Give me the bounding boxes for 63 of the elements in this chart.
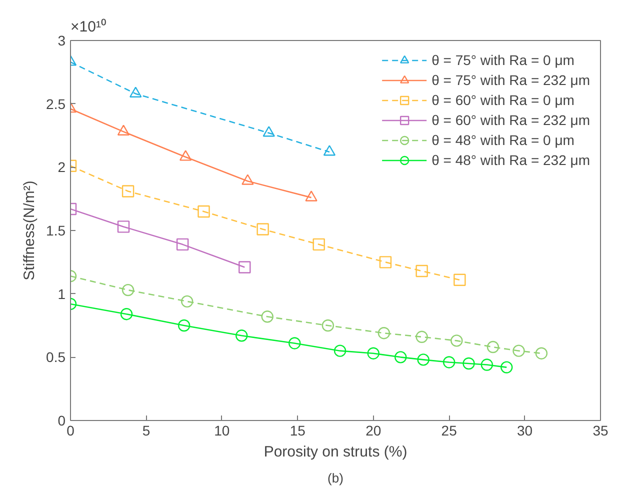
- y-tick-label: 0.5: [46, 349, 66, 366]
- point: [462, 357, 475, 370]
- x-tick-label: 10: [214, 422, 230, 438]
- y-axis-title: Stiffness(N/m²): [21, 180, 38, 280]
- point: [442, 356, 456, 368]
- point: [130, 86, 142, 98]
- point: [179, 150, 192, 161]
- y-tick-label: 2.5: [46, 96, 66, 112]
- point: [181, 295, 194, 308]
- point: [512, 344, 525, 357]
- point: [394, 351, 407, 364]
- legend-label: θ = 60° with Ra = 0 μm: [432, 91, 574, 109]
- y-tick-label: 1: [58, 286, 66, 302]
- x-tick-label: 25: [441, 422, 458, 438]
- point: [378, 327, 390, 340]
- text: ×10¹⁰: [70, 18, 106, 36]
- point: [120, 308, 133, 320]
- point: [367, 347, 380, 360]
- point: [323, 145, 336, 156]
- point: [450, 334, 463, 347]
- point: [178, 319, 190, 332]
- point: [236, 330, 248, 342]
- point: [416, 264, 428, 278]
- legend-label: θ = 60° with Ra = 232 μm: [432, 111, 590, 129]
- point: [242, 174, 254, 185]
- point: [379, 256, 392, 268]
- point: [416, 330, 428, 343]
- point: [500, 361, 513, 374]
- point: [122, 185, 134, 198]
- point: [117, 220, 130, 233]
- point: [454, 274, 466, 286]
- x-tick-label: 5: [142, 422, 150, 438]
- point: [122, 284, 134, 296]
- point: [256, 223, 269, 236]
- point: [262, 126, 275, 137]
- legend-label: θ = 75° with Ra = 232 μm: [432, 71, 590, 89]
- y-tick-label: 0: [58, 412, 66, 428]
- x-tick-label: 20: [366, 422, 382, 438]
- y-tick-label: 2: [58, 159, 66, 176]
- point: [312, 238, 325, 251]
- point: [334, 344, 346, 357]
- x-tick-label: 30: [517, 422, 533, 438]
- point: [322, 319, 334, 332]
- y-tick-label: 1.5: [46, 222, 66, 238]
- point: [198, 205, 210, 218]
- y-tick-label: 3: [58, 32, 66, 48]
- point: [288, 337, 301, 350]
- legend-label: θ = 48° with Ra = 232 μm: [432, 151, 590, 169]
- x-tick-label: 15: [290, 422, 306, 438]
- point: [176, 238, 189, 251]
- x-axis-title: Porosity on struts (%): [264, 444, 408, 460]
- point: [480, 358, 494, 371]
- x-tick-label: 35: [592, 422, 608, 438]
- point: [486, 340, 500, 354]
- point: [117, 124, 130, 136]
- text: (b): [328, 470, 344, 486]
- point: [535, 347, 548, 360]
- point: [238, 261, 251, 274]
- legend-label: θ = 48° with Ra = 0 μm: [432, 131, 574, 149]
- point: [305, 190, 318, 202]
- legend-label: θ = 75° with Ra = 0 μm: [432, 51, 574, 69]
- point: [417, 354, 430, 366]
- point: [261, 310, 274, 323]
